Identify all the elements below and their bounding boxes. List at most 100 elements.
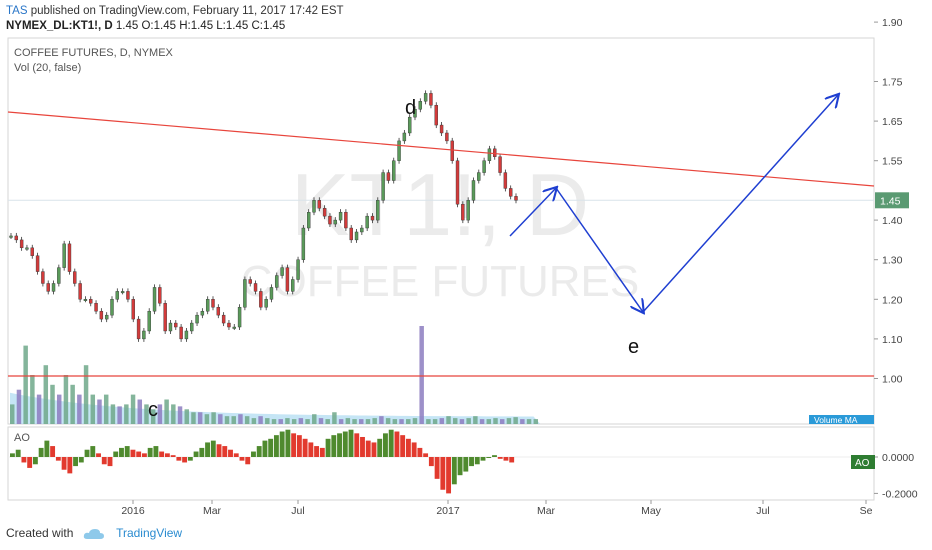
ao-bar <box>44 440 50 457</box>
candle-body <box>466 200 470 221</box>
candle-body <box>211 299 215 308</box>
ao-bar <box>228 449 233 457</box>
volume-bar <box>164 399 169 424</box>
ao-bar <box>457 457 463 476</box>
tradingview-cloud-icon <box>83 528 104 539</box>
candle-body <box>365 215 369 229</box>
ao-bar <box>251 451 256 457</box>
candle-body <box>306 211 311 229</box>
volume-bar <box>30 375 35 424</box>
candle-body <box>301 227 306 260</box>
volume-bar <box>10 404 15 424</box>
ao-tag-label: AO <box>855 458 870 469</box>
volume-bar <box>432 419 438 424</box>
volume-bar <box>197 412 203 424</box>
candle-body <box>503 172 508 189</box>
candle-body <box>99 310 104 320</box>
volume-bar <box>399 419 404 424</box>
candle-body <box>360 227 364 233</box>
ao-bar <box>314 446 320 457</box>
volume-bar <box>325 419 330 424</box>
ao-bar <box>371 442 377 457</box>
candle-body <box>248 279 252 284</box>
ao-bar <box>153 446 159 457</box>
ao-bar <box>279 431 285 457</box>
volume-bar <box>338 419 344 424</box>
ao-bar <box>256 446 262 457</box>
volume-bar <box>137 399 143 424</box>
ao-bar <box>446 457 452 494</box>
ao-bar <box>21 457 27 463</box>
ao-bar <box>428 457 434 467</box>
candle-body <box>338 211 343 221</box>
volume-bar <box>251 418 257 424</box>
ao-bar <box>245 457 251 465</box>
volume-bar <box>385 418 391 424</box>
x-tick-label: Se <box>860 505 873 517</box>
candle-body <box>14 235 19 241</box>
ao-bar <box>394 431 400 457</box>
candle-body <box>142 330 146 340</box>
candle-body <box>317 200 322 209</box>
symbol-line: NYMEX_DL:KT1!, D 1.45 O:1.45 H:1.45 L:1.… <box>6 19 285 34</box>
candle-body <box>35 255 40 272</box>
x-tick-label: May <box>641 505 662 517</box>
volume-bar <box>526 419 532 424</box>
volume-ma-tag <box>809 415 874 424</box>
candle-body <box>131 299 135 320</box>
volume-bar <box>352 419 357 424</box>
candle-body <box>200 310 205 316</box>
author-link[interactable]: TAS <box>6 5 28 17</box>
volume-bar <box>258 416 263 424</box>
candle-body <box>269 287 274 300</box>
ao-bar <box>480 457 486 461</box>
candle-body <box>30 247 34 256</box>
candle-body <box>227 322 231 328</box>
volume-ma-area <box>10 392 541 424</box>
candle-body <box>104 314 109 320</box>
candle-body <box>434 105 438 126</box>
ao-bar <box>474 457 480 465</box>
ao-bar <box>78 457 84 463</box>
volume-bar <box>473 416 478 424</box>
volume-ma-label: Volume MA <box>814 415 858 425</box>
ao-tick-label: -0.2000 <box>882 488 918 500</box>
ao-bar <box>233 453 239 457</box>
candle-body <box>349 227 353 241</box>
candle-body <box>94 303 98 312</box>
candle-body <box>216 307 221 316</box>
volume-bar <box>218 414 223 424</box>
ao-bar <box>199 447 205 457</box>
ao-bar <box>205 442 210 457</box>
candle-body <box>322 208 327 217</box>
candle-body <box>280 267 284 276</box>
y-tick-label: 1.90 <box>882 17 903 29</box>
ao-bar <box>73 457 79 467</box>
volume-bar <box>392 419 398 424</box>
ao-bar <box>130 449 136 457</box>
volume-bar <box>332 412 337 424</box>
ao-bar <box>302 438 308 457</box>
volume-bar <box>533 419 539 424</box>
volume-bar <box>372 418 377 424</box>
ao-bar <box>239 457 245 461</box>
candle-body <box>110 299 114 316</box>
tradingview-brand[interactable]: TradingView <box>116 526 183 540</box>
candle-body <box>413 109 417 118</box>
candle-body <box>312 200 316 213</box>
volume-bar <box>298 418 304 424</box>
candle-body <box>25 247 29 250</box>
ao-bar <box>101 457 107 465</box>
candle-body <box>115 291 120 300</box>
volume-bar <box>23 345 28 424</box>
ao-bar <box>147 447 153 457</box>
candle-body <box>57 267 61 284</box>
x-tick-label: 2016 <box>121 505 145 517</box>
volume-bar <box>231 416 236 424</box>
candle-body <box>482 160 486 173</box>
ao-bar <box>119 447 124 457</box>
ao-bar <box>164 453 170 457</box>
candle-body <box>423 93 428 102</box>
volume-bar <box>278 419 283 424</box>
